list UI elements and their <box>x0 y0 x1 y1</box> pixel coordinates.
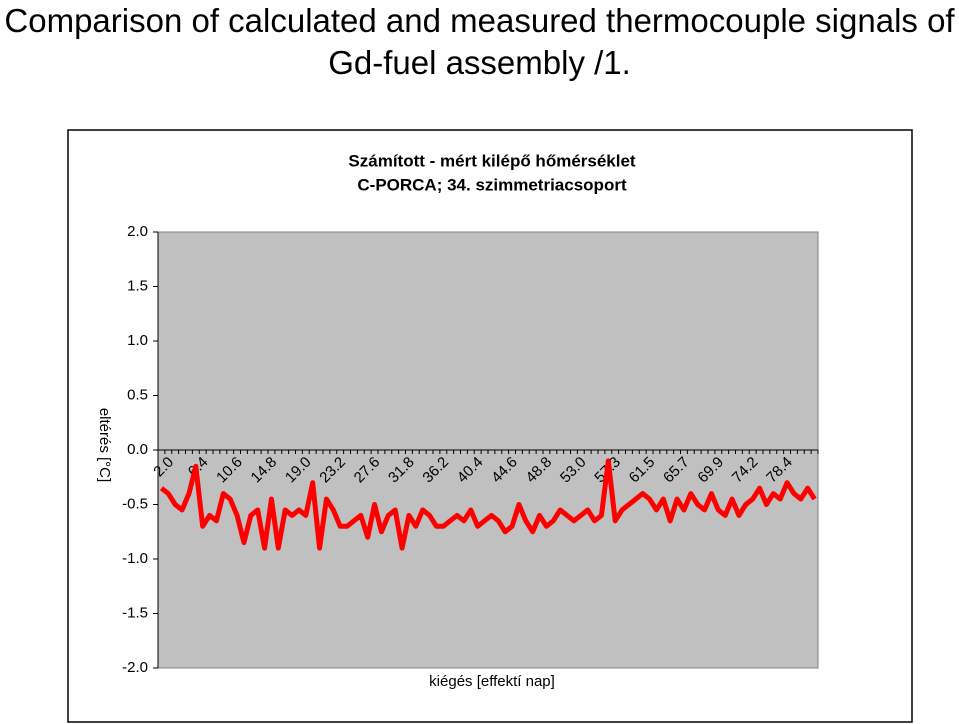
chart-subtitle: C-PORCA; 34. szimmetriacsoport <box>357 175 627 194</box>
y-tick-label: 2.0 <box>127 223 148 240</box>
y-tick-label: -1.5 <box>122 604 148 621</box>
y-tick-label: 1.5 <box>127 277 148 294</box>
data-line <box>159 458 817 551</box>
chart-title: Számított - mért kilépő hőmérséklet <box>348 151 636 170</box>
y-tick-label: -1.0 <box>122 550 148 567</box>
y-tick-label: 1.0 <box>127 332 148 349</box>
y-tick-label: 0.5 <box>127 386 148 403</box>
y-axis-label: eltérés [°C] <box>96 408 113 482</box>
y-tick-label: -0.5 <box>122 495 148 512</box>
y-tick-label: -2.0 <box>122 659 148 676</box>
slide-title: Comparison of calculated and measured th… <box>4 2 955 81</box>
x-axis-label: kiégés [effektí nap] <box>429 673 555 690</box>
y-tick-label: 0.0 <box>127 441 148 458</box>
